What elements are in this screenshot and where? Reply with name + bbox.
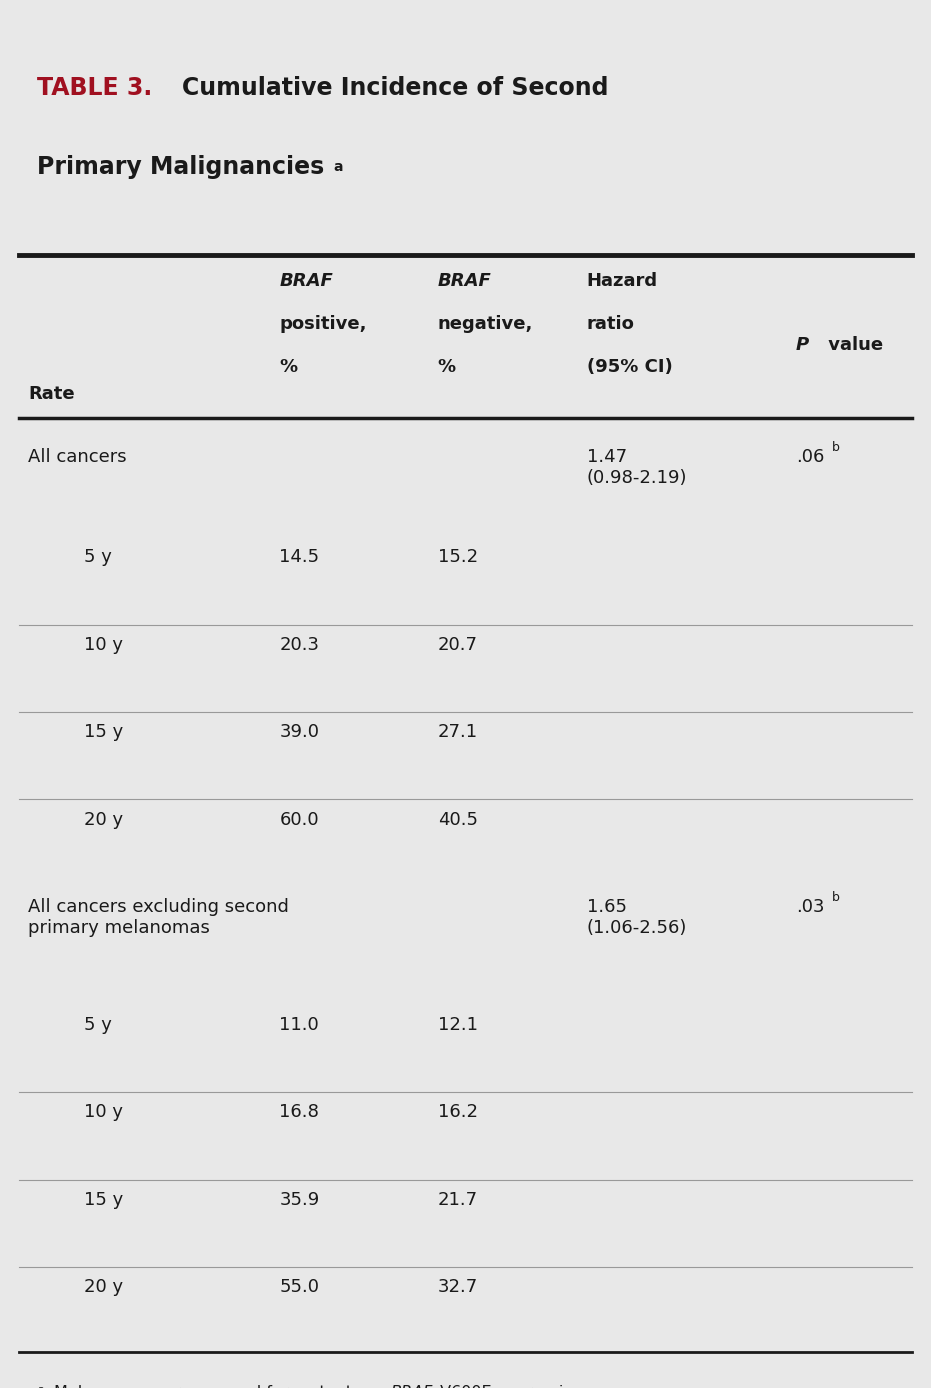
- Text: 5 y: 5 y: [84, 1016, 112, 1034]
- Text: Hazard: Hazard: [587, 272, 657, 290]
- Text: negative,: negative,: [438, 315, 533, 333]
- Text: P: P: [796, 336, 809, 354]
- Text: 21.7: 21.7: [438, 1191, 478, 1209]
- Text: 60.0: 60.0: [279, 811, 319, 829]
- Text: Cumulative Incidence of Second: Cumulative Incidence of Second: [182, 76, 608, 100]
- Text: 10 y: 10 y: [84, 1103, 123, 1122]
- Text: 20 y: 20 y: [84, 811, 123, 829]
- Text: Rate: Rate: [28, 384, 74, 403]
- Text: TABLE 3.: TABLE 3.: [37, 76, 153, 100]
- Text: a: a: [333, 160, 343, 174]
- Text: 32.7: 32.7: [438, 1278, 478, 1296]
- Text: 39.0: 39.0: [279, 723, 319, 741]
- Text: All cancers excluding second
primary melanomas: All cancers excluding second primary mel…: [28, 898, 289, 937]
- Text: 40.5: 40.5: [438, 811, 478, 829]
- Text: 20 y: 20 y: [84, 1278, 123, 1296]
- Text: V600E expression: V600E expression: [435, 1385, 583, 1388]
- Text: BRAF: BRAF: [279, 272, 333, 290]
- Text: 15 y: 15 y: [84, 1191, 123, 1209]
- Text: positive,: positive,: [279, 315, 367, 333]
- Text: All cancers: All cancers: [28, 448, 127, 466]
- Text: 5 y: 5 y: [84, 548, 112, 566]
- Text: 11.0: 11.0: [279, 1016, 319, 1034]
- Text: 16.8: 16.8: [279, 1103, 319, 1122]
- Text: value: value: [822, 336, 884, 354]
- Text: 55.0: 55.0: [279, 1278, 319, 1296]
- Text: 12.1: 12.1: [438, 1016, 478, 1034]
- Text: BRAF: BRAF: [391, 1385, 434, 1388]
- Text: b: b: [831, 891, 839, 904]
- Text: Primary Malignancies: Primary Malignancies: [37, 155, 325, 179]
- Text: BRAF: BRAF: [438, 272, 492, 290]
- Text: 20.3: 20.3: [279, 636, 319, 654]
- Text: %: %: [438, 358, 455, 376]
- Text: 1.47
(0.98-2.19): 1.47 (0.98-2.19): [587, 448, 687, 487]
- Text: 20.7: 20.7: [438, 636, 478, 654]
- Text: ratio: ratio: [587, 315, 634, 333]
- Text: 10 y: 10 y: [84, 636, 123, 654]
- Text: 16.2: 16.2: [438, 1103, 478, 1122]
- Text: 15 y: 15 y: [84, 723, 123, 741]
- Text: Melanomas were assayed for mutant: Melanomas were assayed for mutant: [54, 1385, 358, 1388]
- Text: 1.65
(1.06-2.56): 1.65 (1.06-2.56): [587, 898, 687, 937]
- Text: %: %: [279, 358, 297, 376]
- Text: (95% CI): (95% CI): [587, 358, 672, 376]
- Text: 35.9: 35.9: [279, 1191, 319, 1209]
- Text: b: b: [831, 441, 839, 454]
- Text: .03: .03: [796, 898, 825, 916]
- Text: 15.2: 15.2: [438, 548, 478, 566]
- Text: a: a: [37, 1385, 44, 1388]
- Text: 14.5: 14.5: [279, 548, 319, 566]
- Text: 27.1: 27.1: [438, 723, 478, 741]
- Text: .06: .06: [796, 448, 824, 466]
